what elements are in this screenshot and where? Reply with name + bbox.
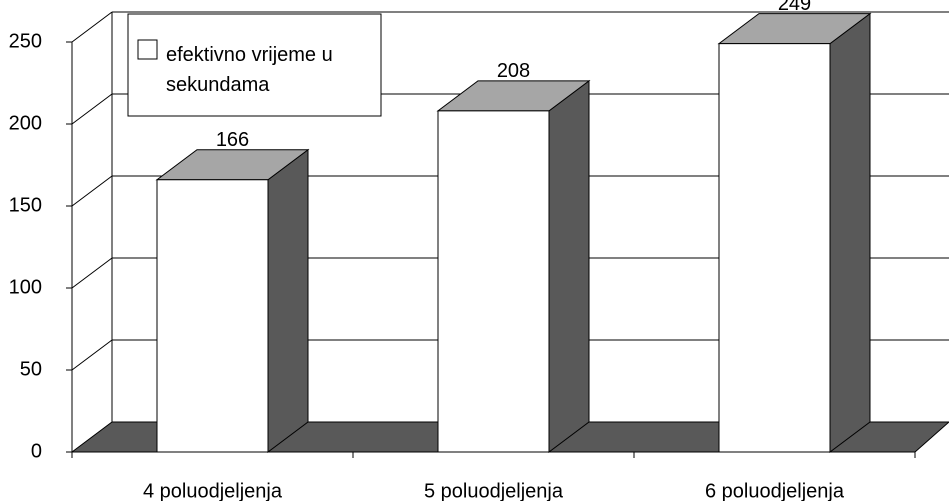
legend-label: efektivno vrijeme u sekundama [166,44,333,96]
y-tick-label: 150 [9,194,42,216]
bar [437,110,550,453]
bar-side [267,148,309,453]
bar [718,43,831,453]
bar [156,179,269,453]
y-tick-label: 250 [9,30,42,52]
value-label: 249 [778,0,811,15]
grid-side [71,339,113,371]
grid-side [71,257,113,289]
bar-side [829,12,871,453]
y-tick-label: 0 [31,440,42,462]
legend-swatch [137,39,158,60]
grid-side [71,175,113,207]
x-tick-label: 6 poluodjeljenja [705,480,845,501]
x-tick-label: 5 poluodjeljenja [424,480,564,501]
y-tick-label: 50 [20,358,42,380]
grid-side [71,11,113,43]
legend-box [127,13,382,117]
value-label: 166 [216,129,249,151]
grid-side [71,93,113,125]
bar-side [548,79,590,453]
y-tick-label: 200 [9,112,42,134]
y-tick-label: 100 [9,276,42,298]
value-label: 208 [497,60,530,82]
x-tick-label: 4 poluodjeljenja [143,480,283,501]
